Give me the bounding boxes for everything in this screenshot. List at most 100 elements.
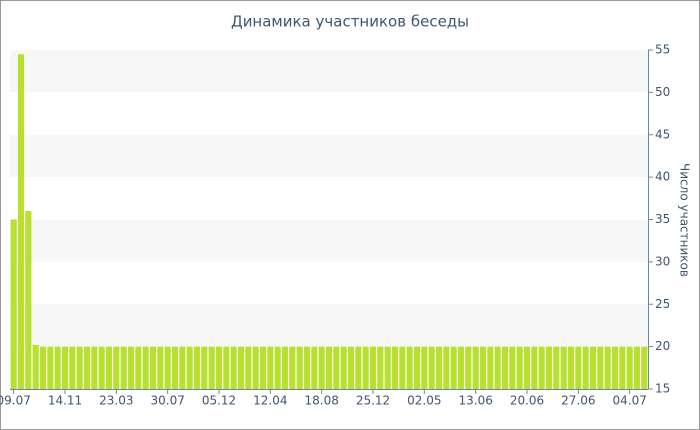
grid-band — [10, 304, 648, 347]
y-tick-label: 30 — [655, 254, 670, 268]
bar — [560, 346, 567, 389]
y-axis-title: Число участников — [678, 163, 692, 277]
y-tick-label: 40 — [655, 170, 670, 184]
bar — [32, 344, 39, 389]
bar — [91, 346, 98, 389]
y-tick-label: 25 — [655, 297, 670, 311]
bar — [245, 346, 252, 389]
bar — [391, 346, 399, 389]
bar — [538, 346, 545, 389]
bar — [494, 346, 501, 389]
bar — [567, 346, 575, 389]
bar — [347, 346, 355, 389]
bar — [597, 346, 604, 389]
grid-band — [10, 50, 648, 93]
bar — [296, 346, 303, 389]
bar — [619, 346, 626, 389]
bar — [69, 346, 76, 389]
bar — [333, 346, 340, 389]
bar — [531, 346, 538, 389]
x-tick-label: 27.06 — [561, 394, 595, 408]
x-tick-label: 18.08 — [304, 394, 338, 408]
bar — [501, 346, 509, 389]
bar — [149, 346, 157, 389]
x-tick-label: 14.11 — [48, 394, 82, 408]
bar — [545, 346, 553, 389]
bar — [157, 346, 164, 389]
bar — [472, 346, 479, 389]
bar — [377, 346, 384, 389]
bar — [25, 211, 32, 389]
bar — [61, 346, 69, 389]
bar — [83, 346, 91, 389]
bar — [435, 346, 443, 389]
bar — [406, 346, 413, 389]
grid-band — [10, 134, 648, 178]
bar — [589, 346, 597, 389]
bar — [47, 346, 54, 389]
bar — [186, 346, 193, 389]
bar — [641, 346, 648, 389]
y-tick-label: 35 — [655, 212, 670, 226]
bar — [443, 346, 450, 389]
bar — [98, 346, 105, 389]
bar — [281, 346, 289, 389]
x-tick-label: 25.12 — [356, 394, 390, 408]
bar — [604, 346, 611, 389]
x-tick-label: 20.06 — [510, 394, 544, 408]
y-tick-label: 50 — [655, 85, 670, 99]
x-tick-label: 13.06 — [458, 394, 492, 408]
bar — [274, 346, 281, 389]
y-tick-label: 55 — [655, 43, 670, 57]
bar — [164, 346, 171, 389]
bar — [179, 346, 186, 389]
bar — [523, 346, 531, 389]
bar — [76, 346, 83, 389]
bar — [237, 346, 245, 389]
bar — [127, 346, 135, 389]
bar — [575, 346, 582, 389]
bar — [215, 346, 223, 389]
bar — [487, 346, 494, 389]
bar — [450, 346, 457, 389]
bar — [267, 346, 274, 389]
y-tick-label: 15 — [655, 382, 670, 396]
chart-title: Динамика участников беседы — [231, 13, 469, 31]
bar — [39, 346, 47, 389]
bar — [457, 346, 465, 389]
bar — [223, 346, 230, 389]
bar — [428, 346, 435, 389]
bar — [193, 346, 201, 389]
bar — [311, 346, 318, 389]
bar — [289, 346, 296, 389]
bar — [479, 346, 487, 389]
bar — [413, 346, 421, 389]
x-tick-label: 09.07 — [0, 394, 31, 408]
bar — [355, 346, 362, 389]
bar — [553, 346, 560, 389]
bar — [369, 346, 377, 389]
bar — [465, 346, 472, 389]
y-tick-label: 45 — [655, 127, 670, 141]
bar — [10, 219, 17, 389]
bar — [399, 346, 406, 389]
y-tick-label: 20 — [655, 339, 670, 353]
bar — [208, 346, 215, 389]
bar — [135, 346, 142, 389]
bar — [230, 346, 237, 389]
bar — [17, 54, 25, 390]
grid-band — [10, 219, 648, 262]
bar — [340, 346, 347, 389]
x-tick-label: 04.07 — [612, 394, 646, 408]
bar — [303, 346, 311, 389]
bar — [252, 346, 259, 389]
bar — [611, 346, 619, 389]
bar — [509, 346, 516, 389]
bar — [120, 346, 127, 389]
bar — [318, 346, 325, 389]
bar — [633, 346, 641, 389]
bar — [325, 346, 333, 389]
bar — [113, 346, 120, 389]
bar — [626, 346, 633, 389]
